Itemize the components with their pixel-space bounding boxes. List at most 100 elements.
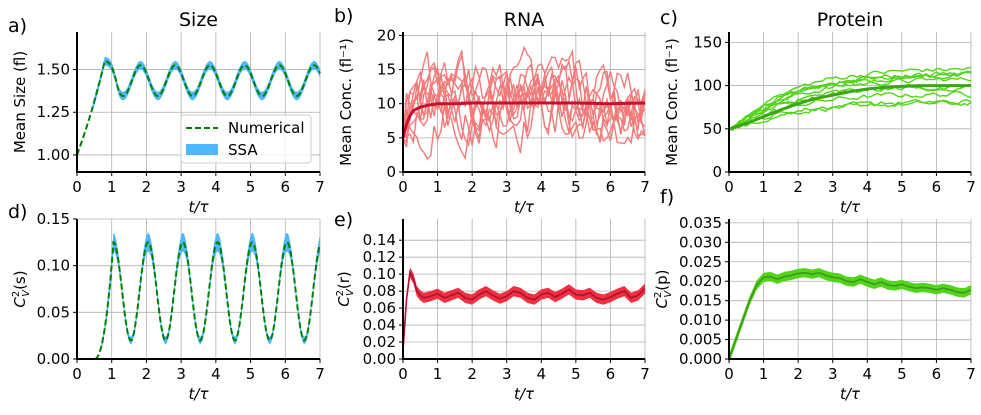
- y-tick-label: 0.00: [37, 350, 70, 368]
- cv2-line: [402, 270, 646, 351]
- y-tick-label: 50: [703, 120, 722, 138]
- chart-title: Protein: [817, 9, 884, 31]
- y-label-c: C: [335, 296, 353, 307]
- x-tick-label: 0: [398, 178, 408, 196]
- rna-mean-line: [401, 101, 646, 139]
- x-tick-label: 7: [640, 178, 650, 196]
- x-tick-label: 0: [72, 365, 82, 383]
- plot-area-f: [728, 268, 972, 364]
- x-tick-label: 1: [433, 365, 443, 383]
- plot-area-a: [76, 56, 321, 156]
- y-tick-label: 0.025: [679, 253, 722, 271]
- x-tick-label: 5: [571, 178, 581, 196]
- panel-b: 0 1 2 3 4 5 6 7 0 5 10 15 20 t/τ Mean Conc. (fl⁻¹) RNA b…: [334, 5, 650, 216]
- x-tick-label: 6: [606, 365, 616, 383]
- y-tick-label: 0: [712, 163, 722, 181]
- x-tick-label: 7: [315, 365, 325, 383]
- rna-trajectory: [402, 59, 646, 148]
- x-tick-label: 3: [502, 178, 512, 196]
- legend: Numerical SSA: [180, 114, 312, 164]
- y-tick-label: 0: [386, 163, 396, 181]
- y-tick-label: 0.005: [679, 331, 722, 349]
- numerical-line: [76, 59, 321, 156]
- x-tick-label: 5: [897, 365, 907, 383]
- rna-trajectory: [402, 48, 646, 144]
- y-tick-label: 150: [693, 33, 722, 51]
- y-axis-label: Mean Conc. (fl⁻¹): [663, 38, 681, 166]
- x-axis-label: t/τ: [189, 385, 210, 403]
- plot-area-e: [402, 267, 646, 356]
- y-tick-label: 0.020: [679, 272, 722, 290]
- x-tick-label: 1: [433, 178, 443, 196]
- panel-label: a): [8, 15, 27, 37]
- x-axis-label: t/τ: [840, 385, 861, 403]
- y-label-rest: (r): [335, 271, 353, 289]
- y-label-sup: 2: [653, 292, 664, 298]
- y-tick-label: 0.08: [363, 282, 396, 300]
- x-tick-label: 2: [793, 365, 803, 383]
- y-tick-label: 0.035: [679, 214, 722, 232]
- x-tick-label: 5: [897, 178, 907, 196]
- x-tick-label: 7: [966, 178, 976, 196]
- y-tick-label: 0.15: [37, 210, 70, 228]
- x-tick-label: 4: [537, 365, 547, 383]
- ssa-band: [92, 56, 320, 112]
- x-axis-label: t/τ: [840, 198, 861, 216]
- y-tick-label: 0.10: [37, 257, 70, 275]
- y-tick-label: 0.030: [679, 233, 722, 251]
- rna-trajectory: [402, 50, 646, 139]
- x-tick-label: 3: [828, 178, 838, 196]
- x-axis-label: t/τ: [514, 385, 535, 403]
- y-tick-label: 15: [377, 61, 396, 79]
- x-tick-label: 7: [966, 365, 976, 383]
- x-tick-label: 0: [398, 365, 408, 383]
- legend-ssa-label: SSA: [228, 141, 258, 159]
- x-tick-label: 5: [246, 365, 256, 383]
- x-tick-label: 7: [315, 178, 325, 196]
- x-axis-label: t/τ: [514, 198, 535, 216]
- x-tick-label: 4: [863, 365, 873, 383]
- x-tick-label: 3: [502, 365, 512, 383]
- y-tick-label: 0.000: [679, 350, 722, 368]
- y-tick-label: 0.02: [363, 333, 396, 351]
- x-tick-label: 0: [72, 178, 82, 196]
- y-label-sup: 2: [11, 291, 22, 297]
- panel-label: f): [660, 186, 674, 208]
- y-tick-label: 10: [377, 95, 396, 113]
- y-tick-label: 0.05: [37, 303, 70, 321]
- y-label-sub: V: [21, 289, 32, 297]
- x-tick-label: 7: [640, 365, 650, 383]
- chart-title: RNA: [504, 9, 544, 31]
- x-tick-label: 4: [863, 178, 873, 196]
- x-tick-label: 1: [759, 178, 769, 196]
- x-axis-label: t/τ: [189, 198, 210, 216]
- x-tick-label: 2: [142, 178, 152, 196]
- y-tick-label: 100: [693, 77, 722, 95]
- y-label-c: C: [653, 297, 671, 308]
- legend-numerical-label: Numerical: [228, 119, 305, 137]
- x-tick-label: 6: [281, 365, 291, 383]
- y-tick-label: 20: [377, 26, 396, 44]
- plot-area-b: [401, 45, 646, 161]
- panel-c: 0 1 2 3 4 5 6 7 0 50 100 150 t/τ Mean Conc. (fl⁻¹) Pro…: [660, 7, 976, 216]
- panel-label: e): [334, 209, 353, 231]
- chart-title: Size: [179, 9, 218, 31]
- y-tick-label: 0.10: [363, 265, 396, 283]
- panel-a: 0 1 2 3 4 5 6 7 1.00 1.25 1.50 t/τ Mean Size (fl) Siz…: [8, 9, 325, 216]
- y-axis-label: C2V(s): [11, 270, 32, 307]
- y-axis-label: Mean Conc. (fl⁻¹): [337, 38, 355, 166]
- y-tick-label: 0.00: [363, 350, 396, 368]
- protein-trajectory: [728, 70, 972, 130]
- y-axis-label: Mean Size (fl): [11, 51, 29, 153]
- panel-label: d): [8, 201, 27, 223]
- rna-trajectory: [402, 45, 646, 149]
- x-tick-label: 6: [606, 178, 616, 196]
- panel-label: c): [660, 7, 678, 29]
- x-tick-label: 4: [537, 178, 547, 196]
- y-label-sup: 2: [335, 290, 346, 296]
- y-label-rest: (p): [653, 270, 671, 291]
- y-tick-label: 0.14: [363, 231, 396, 249]
- legend-ssa-swatch: [186, 144, 218, 155]
